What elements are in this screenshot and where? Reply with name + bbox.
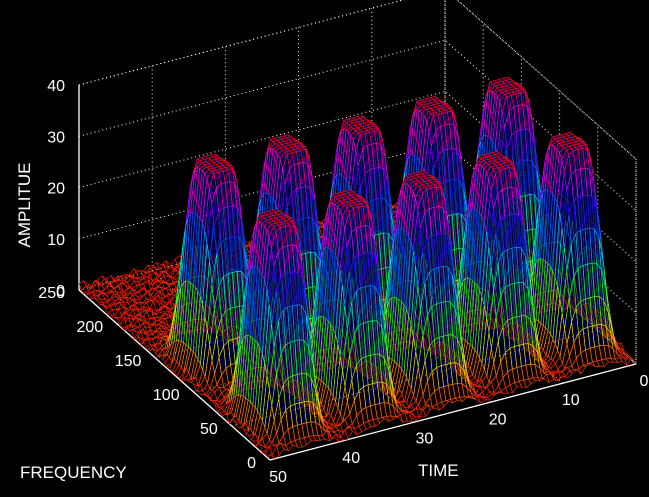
box-edge	[79, 0, 445, 85]
box-edge	[445, 0, 636, 159]
